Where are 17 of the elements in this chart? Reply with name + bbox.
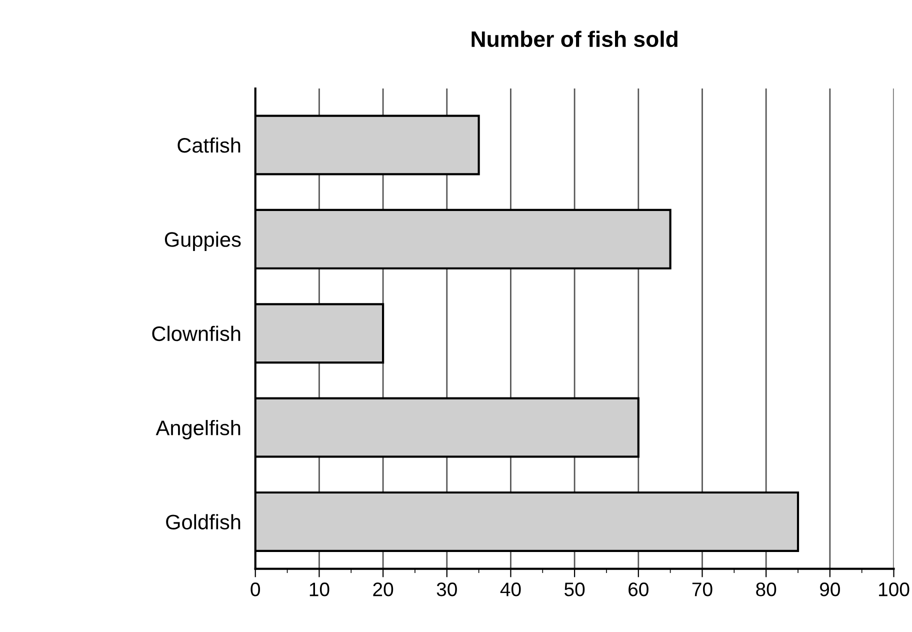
x-tick-label: 10 [310,582,330,596]
chart-title: Number of fish sold [472,30,678,48]
x-tick-label: 40 [500,582,521,596]
x-tick-label: 100 [879,582,910,596]
x-tick-label: 30 [436,582,457,596]
y-tick-label: Catfish [178,137,240,153]
x-tick-label: 50 [564,582,585,596]
x-tick-label: 70 [692,582,712,596]
x-tick-label: 90 [820,582,840,596]
y-tick-label: Guppies [164,232,241,252]
x-tick-label: 80 [756,582,776,596]
x-tick-label: 60 [628,582,648,596]
x-tick-label: 20 [373,582,394,596]
x-tick-label: 0 [250,582,260,596]
y-tick-label: Angelfish [156,420,240,440]
y-tick-label: Goldfish [166,514,240,530]
y-tick-label: Clownfish [152,326,240,342]
